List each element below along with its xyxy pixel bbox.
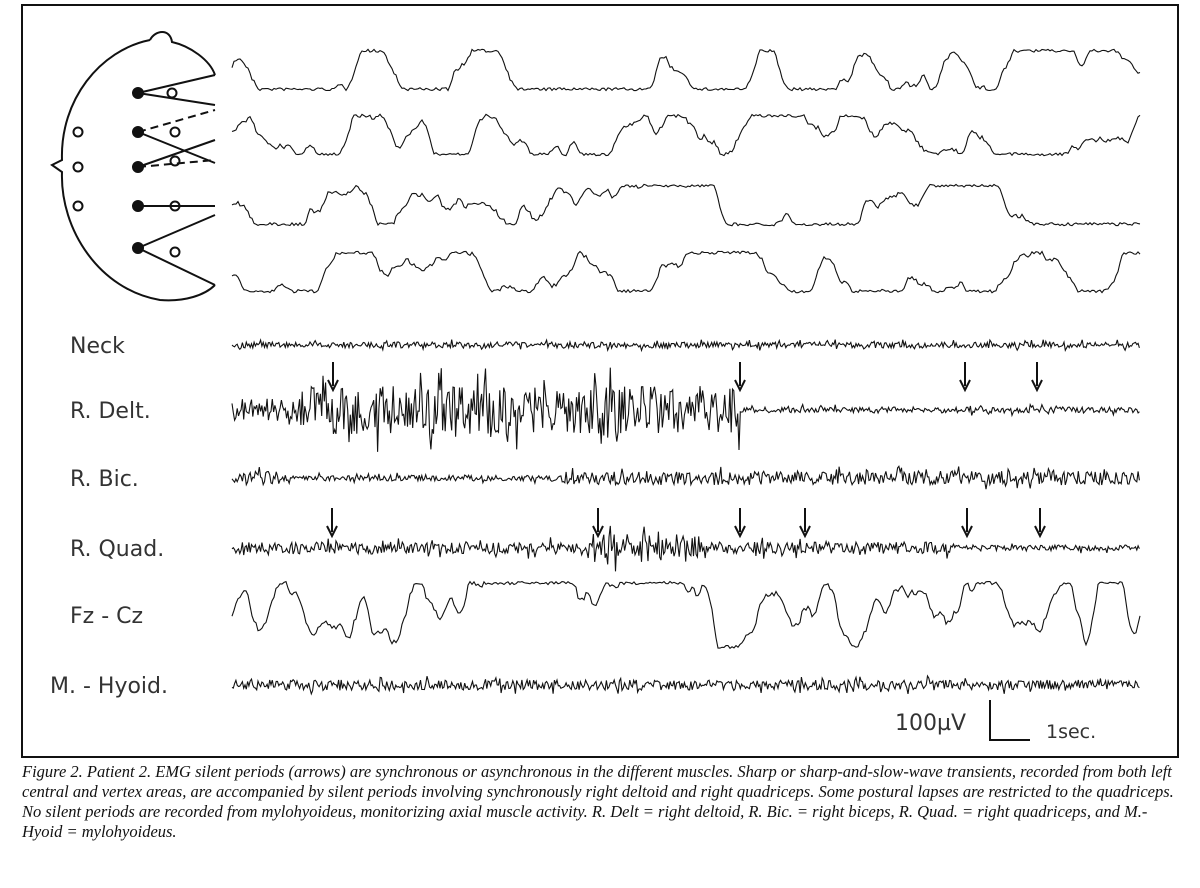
trace: [232, 49, 1140, 90]
channel-label: Fz - Cz: [70, 604, 143, 629]
trace: [232, 466, 1139, 489]
channel-label: R. Quad.: [70, 537, 164, 562]
arrow: [800, 508, 810, 536]
arrow: [735, 508, 745, 536]
trace: [232, 676, 1139, 694]
arrow: [1032, 362, 1042, 390]
page: Neck R. Delt. R. Bic. R. Quad. Fz - Cz M. - H…: [0, 0, 1200, 888]
scale-time: 1sec.: [1046, 721, 1096, 743]
arrow: [735, 362, 745, 390]
trace: [232, 582, 1140, 649]
figure: Neck R. Delt. R. Bic. R. Quad. Fz - Cz M. - H…: [0, 0, 1200, 760]
trace: [232, 368, 1139, 452]
scale-amplitude: 100µV: [895, 711, 966, 736]
trace: [232, 184, 1140, 225]
trace: [232, 251, 1140, 292]
arrows: [327, 362, 1045, 536]
trace: [232, 114, 1140, 155]
arrow: [327, 508, 337, 536]
channel-label: R. Bic.: [70, 467, 139, 492]
arrow: [962, 508, 972, 536]
arrow: [328, 362, 338, 390]
trace: [232, 340, 1139, 351]
arrow: [1035, 508, 1045, 536]
arrow: [960, 362, 970, 390]
head-diagram: [52, 32, 215, 300]
arrow: [593, 508, 603, 536]
channel-label: Neck: [70, 334, 125, 359]
figure-frame: [22, 5, 1178, 757]
trace: [232, 526, 1139, 572]
scale-bar: [990, 700, 1030, 740]
caption: Figure 2. Patient 2. EMG silent periods …: [22, 762, 1182, 842]
channel-label: M. - Hyoid.: [50, 674, 168, 699]
channel-label: R. Delt.: [70, 399, 151, 424]
